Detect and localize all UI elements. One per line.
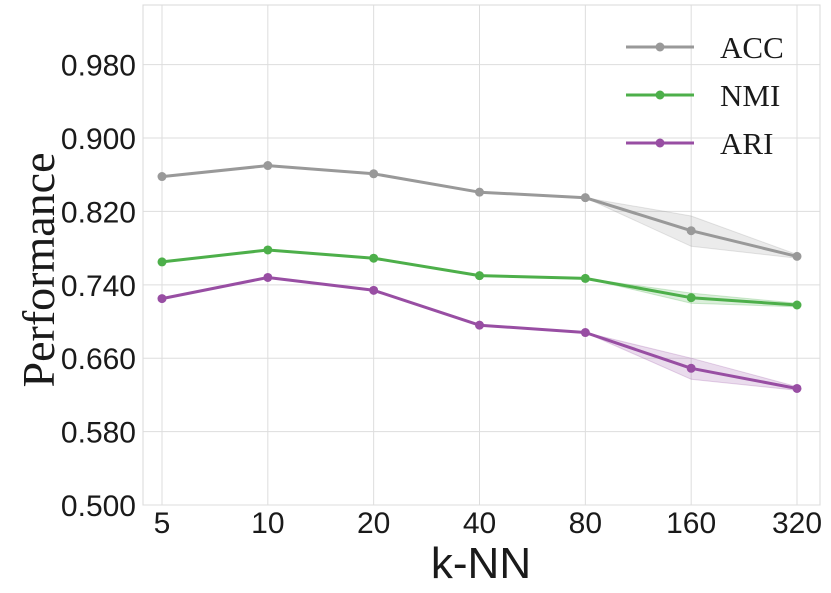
ari-point <box>580 328 590 338</box>
x-tick-label: 40 <box>463 507 496 540</box>
nmi-point <box>475 271 484 281</box>
ari-point <box>157 294 167 304</box>
acc-point <box>263 161 273 171</box>
legend-marker-ari <box>655 138 665 148</box>
grid <box>143 5 820 506</box>
acc-point <box>369 169 379 179</box>
nmi-point <box>580 273 590 283</box>
legend-label-acc: ACC <box>720 30 784 65</box>
nmi-point <box>792 300 802 310</box>
ari-point <box>263 272 273 282</box>
x-tick-label: 320 <box>772 507 822 540</box>
y-tick-label: 0.900 <box>61 123 136 156</box>
acc-point <box>686 226 696 236</box>
ari-point <box>369 285 379 295</box>
legend-marker-nmi <box>655 90 665 100</box>
plot-area <box>142 4 821 506</box>
y-tick-label: 0.820 <box>61 196 136 229</box>
nmi-point <box>263 245 273 255</box>
legend-label-ari: ARI <box>720 126 773 161</box>
x-tick-label: 10 <box>251 507 284 540</box>
nmi-point <box>157 257 167 267</box>
y-tick-label: 0.660 <box>61 343 136 376</box>
y-tick-label: 0.740 <box>61 270 136 303</box>
x-axis-label: k-NN <box>431 539 531 588</box>
legend-marker-acc <box>655 42 665 52</box>
y-tick-label: 0.500 <box>61 490 136 523</box>
y-tick-label: 0.580 <box>61 417 136 450</box>
x-tick-label: 80 <box>569 507 602 540</box>
nmi-point <box>369 253 379 263</box>
y-axis-ticks: 0.500 0.580 0.660 0.740 0.820 0.900 0.980 <box>61 50 136 523</box>
x-axis-ticks: 5 10 20 40 80 160 320 <box>154 507 822 540</box>
x-tick-label: 160 <box>666 507 716 540</box>
nmi-point <box>686 293 696 303</box>
legend: ACC NMI ARI <box>626 30 784 161</box>
ari-point <box>792 383 802 393</box>
acc-point <box>792 251 802 261</box>
acc-point <box>475 187 484 197</box>
acc-point <box>157 172 167 182</box>
x-tick-label: 20 <box>357 507 390 540</box>
x-tick-label: 5 <box>154 507 171 540</box>
series-points <box>157 161 802 393</box>
legend-label-nmi: NMI <box>720 78 780 113</box>
y-axis-label: Performance <box>13 153 64 388</box>
ari-point <box>475 320 484 330</box>
acc-point <box>580 193 590 203</box>
ari-point <box>686 363 696 373</box>
y-tick-label: 0.980 <box>61 50 136 83</box>
